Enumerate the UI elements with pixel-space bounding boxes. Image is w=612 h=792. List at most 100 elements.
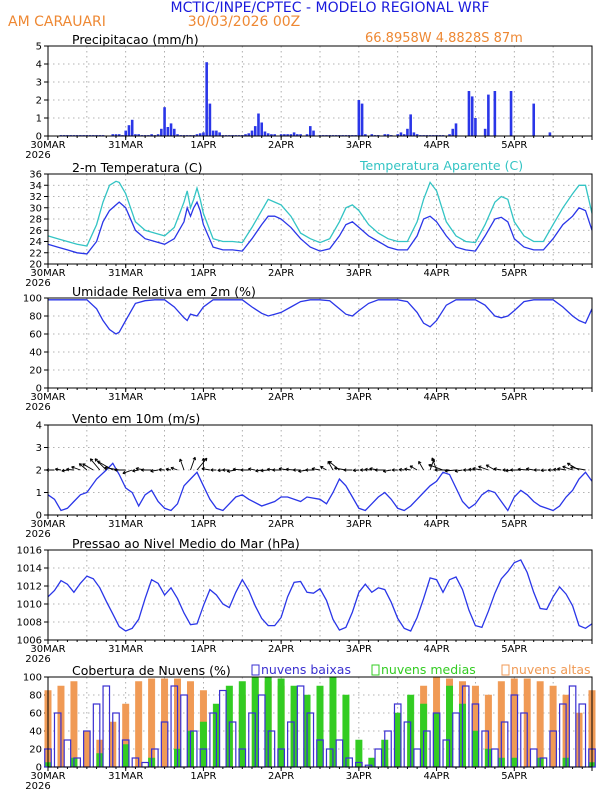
wind-arrow	[122, 469, 133, 475]
wind-arrow	[170, 466, 178, 471]
x-tick-label: 3APR	[346, 392, 372, 403]
panel-frame	[47, 549, 593, 641]
wind-arrow	[114, 468, 126, 472]
precip-bar	[124, 130, 128, 136]
precip-bar	[406, 128, 409, 136]
wind-arrow	[248, 467, 256, 472]
panel-title: Cobertura de Nuvens (%)	[72, 663, 231, 678]
precip-bar	[150, 134, 153, 136]
precip-bar	[470, 96, 474, 136]
x-tick-label: 3APR	[346, 771, 372, 782]
wind-arrow	[140, 468, 152, 472]
y-tick-label: 24	[29, 237, 42, 248]
x-tick-label: 4APR	[423, 392, 449, 403]
precip-bar	[299, 134, 302, 136]
y-tick-label: 32	[29, 192, 42, 203]
y-tick-label: 36	[29, 170, 42, 181]
precip-bar	[509, 91, 513, 136]
x-tick-label: 4APR	[423, 519, 449, 530]
wind-arrow	[320, 466, 327, 471]
y-tick-label: 5	[36, 42, 42, 53]
wind-arrow	[472, 466, 482, 471]
x-tick-label: 31MAR	[108, 268, 143, 279]
wind-arrow	[150, 469, 159, 473]
y-tick-label: 26	[29, 226, 42, 237]
y-tick-label: 4	[36, 421, 42, 432]
precip-bar	[370, 134, 374, 136]
precip-bar	[273, 134, 276, 136]
cloud-bar-nuvens-altas	[510, 678, 518, 768]
y-tick-label: 1006	[17, 636, 42, 647]
x-tick-label: 5APR	[501, 140, 527, 151]
y-tick-label: 0	[36, 763, 42, 774]
precip-bar	[218, 132, 221, 136]
precip-bar	[215, 130, 218, 136]
y-tick-label: 1008	[17, 618, 42, 629]
x-tick-label: 5APR	[501, 268, 527, 279]
x-tick-label: 3APR	[346, 140, 372, 151]
wind-arrow	[196, 457, 208, 471]
precip-bar	[474, 118, 477, 136]
y-tick-label: 1	[36, 488, 42, 499]
x-tick-label: 30MAR	[30, 140, 65, 151]
precip-bar	[202, 132, 205, 136]
precip-bar	[198, 133, 202, 136]
precip-bar	[205, 62, 208, 137]
wind-arrow	[418, 460, 424, 471]
y-tick-label: 0	[36, 511, 42, 522]
wind-arrow	[240, 468, 249, 472]
panel-title: Pressao ao Nivel Medio do Mar (hPa)	[72, 536, 300, 551]
x-tick-label: 2APR	[268, 268, 294, 279]
panel-frame	[47, 297, 593, 389]
precip-bar	[493, 91, 497, 136]
wind-arrow	[272, 468, 282, 472]
x-year-label: 2026	[25, 278, 50, 289]
wind-arrow	[260, 468, 269, 473]
panel-title: Precipitacao (mm/h)	[72, 32, 199, 47]
panel-title: Vento em 10m (m/s)	[72, 411, 200, 426]
precip-bar	[312, 130, 315, 136]
panel-frame	[47, 45, 593, 137]
cloud-bar-nuvens-altas	[549, 685, 557, 768]
precip-bar	[305, 134, 309, 136]
x-tick-label: 31MAR	[108, 140, 143, 151]
x-tick-label: 1APR	[190, 519, 216, 530]
x-tick-label: 1APR	[190, 392, 216, 403]
wind-arrow	[428, 463, 444, 471]
x-tick-label: 4APR	[423, 771, 449, 782]
wind-arrow	[66, 467, 74, 472]
series-line-temperatura-aparente	[47, 180, 593, 247]
wind-arrow	[570, 465, 586, 471]
wind-arrow	[547, 468, 554, 472]
panel-precip: 0 1 2 3 4 5 30MAR 31MAR 1APR 2APR 3APR 4APR 5APR 2026…	[25, 31, 593, 161]
cloud-bar-nuvens-altas	[83, 730, 91, 768]
precip-bar	[296, 134, 299, 136]
wind-arrow	[444, 468, 457, 473]
y-tick-label: 30	[29, 203, 42, 214]
precip-bar	[253, 126, 257, 136]
precip-bar	[172, 128, 176, 136]
y-tick-label: 60	[29, 709, 42, 720]
precip-bar	[208, 103, 212, 136]
cloud-bar-nuvens-medias	[510, 757, 518, 768]
precip-bar	[163, 107, 166, 136]
wind-arrow	[54, 467, 62, 472]
cloud-bar-nuvens-altas	[70, 681, 78, 768]
wind-arrow	[374, 468, 385, 472]
precip-bar	[386, 134, 390, 136]
wind-arrow	[78, 463, 88, 471]
x-tick-label: 31MAR	[108, 392, 143, 403]
x-tick-label: 3APR	[346, 519, 372, 530]
cloud-bar-nuvens-medias	[199, 721, 207, 768]
precip-bar	[399, 132, 403, 136]
precip-bar	[283, 134, 286, 136]
x-year-label: 2026	[25, 654, 50, 665]
y-tick-label: 80	[29, 691, 42, 702]
header-title: MCTIC/INPE/CPTEC - MODELO REGIONAL WRF	[171, 0, 490, 16]
legend-label: nuvens medias	[381, 662, 476, 677]
precip-bar	[286, 134, 289, 136]
header-location: AM CARAUARI	[8, 14, 106, 30]
cloud-bar-nuvens-medias	[238, 681, 246, 768]
precip-bar	[483, 128, 487, 136]
x-tick-label: 1APR	[190, 644, 216, 655]
